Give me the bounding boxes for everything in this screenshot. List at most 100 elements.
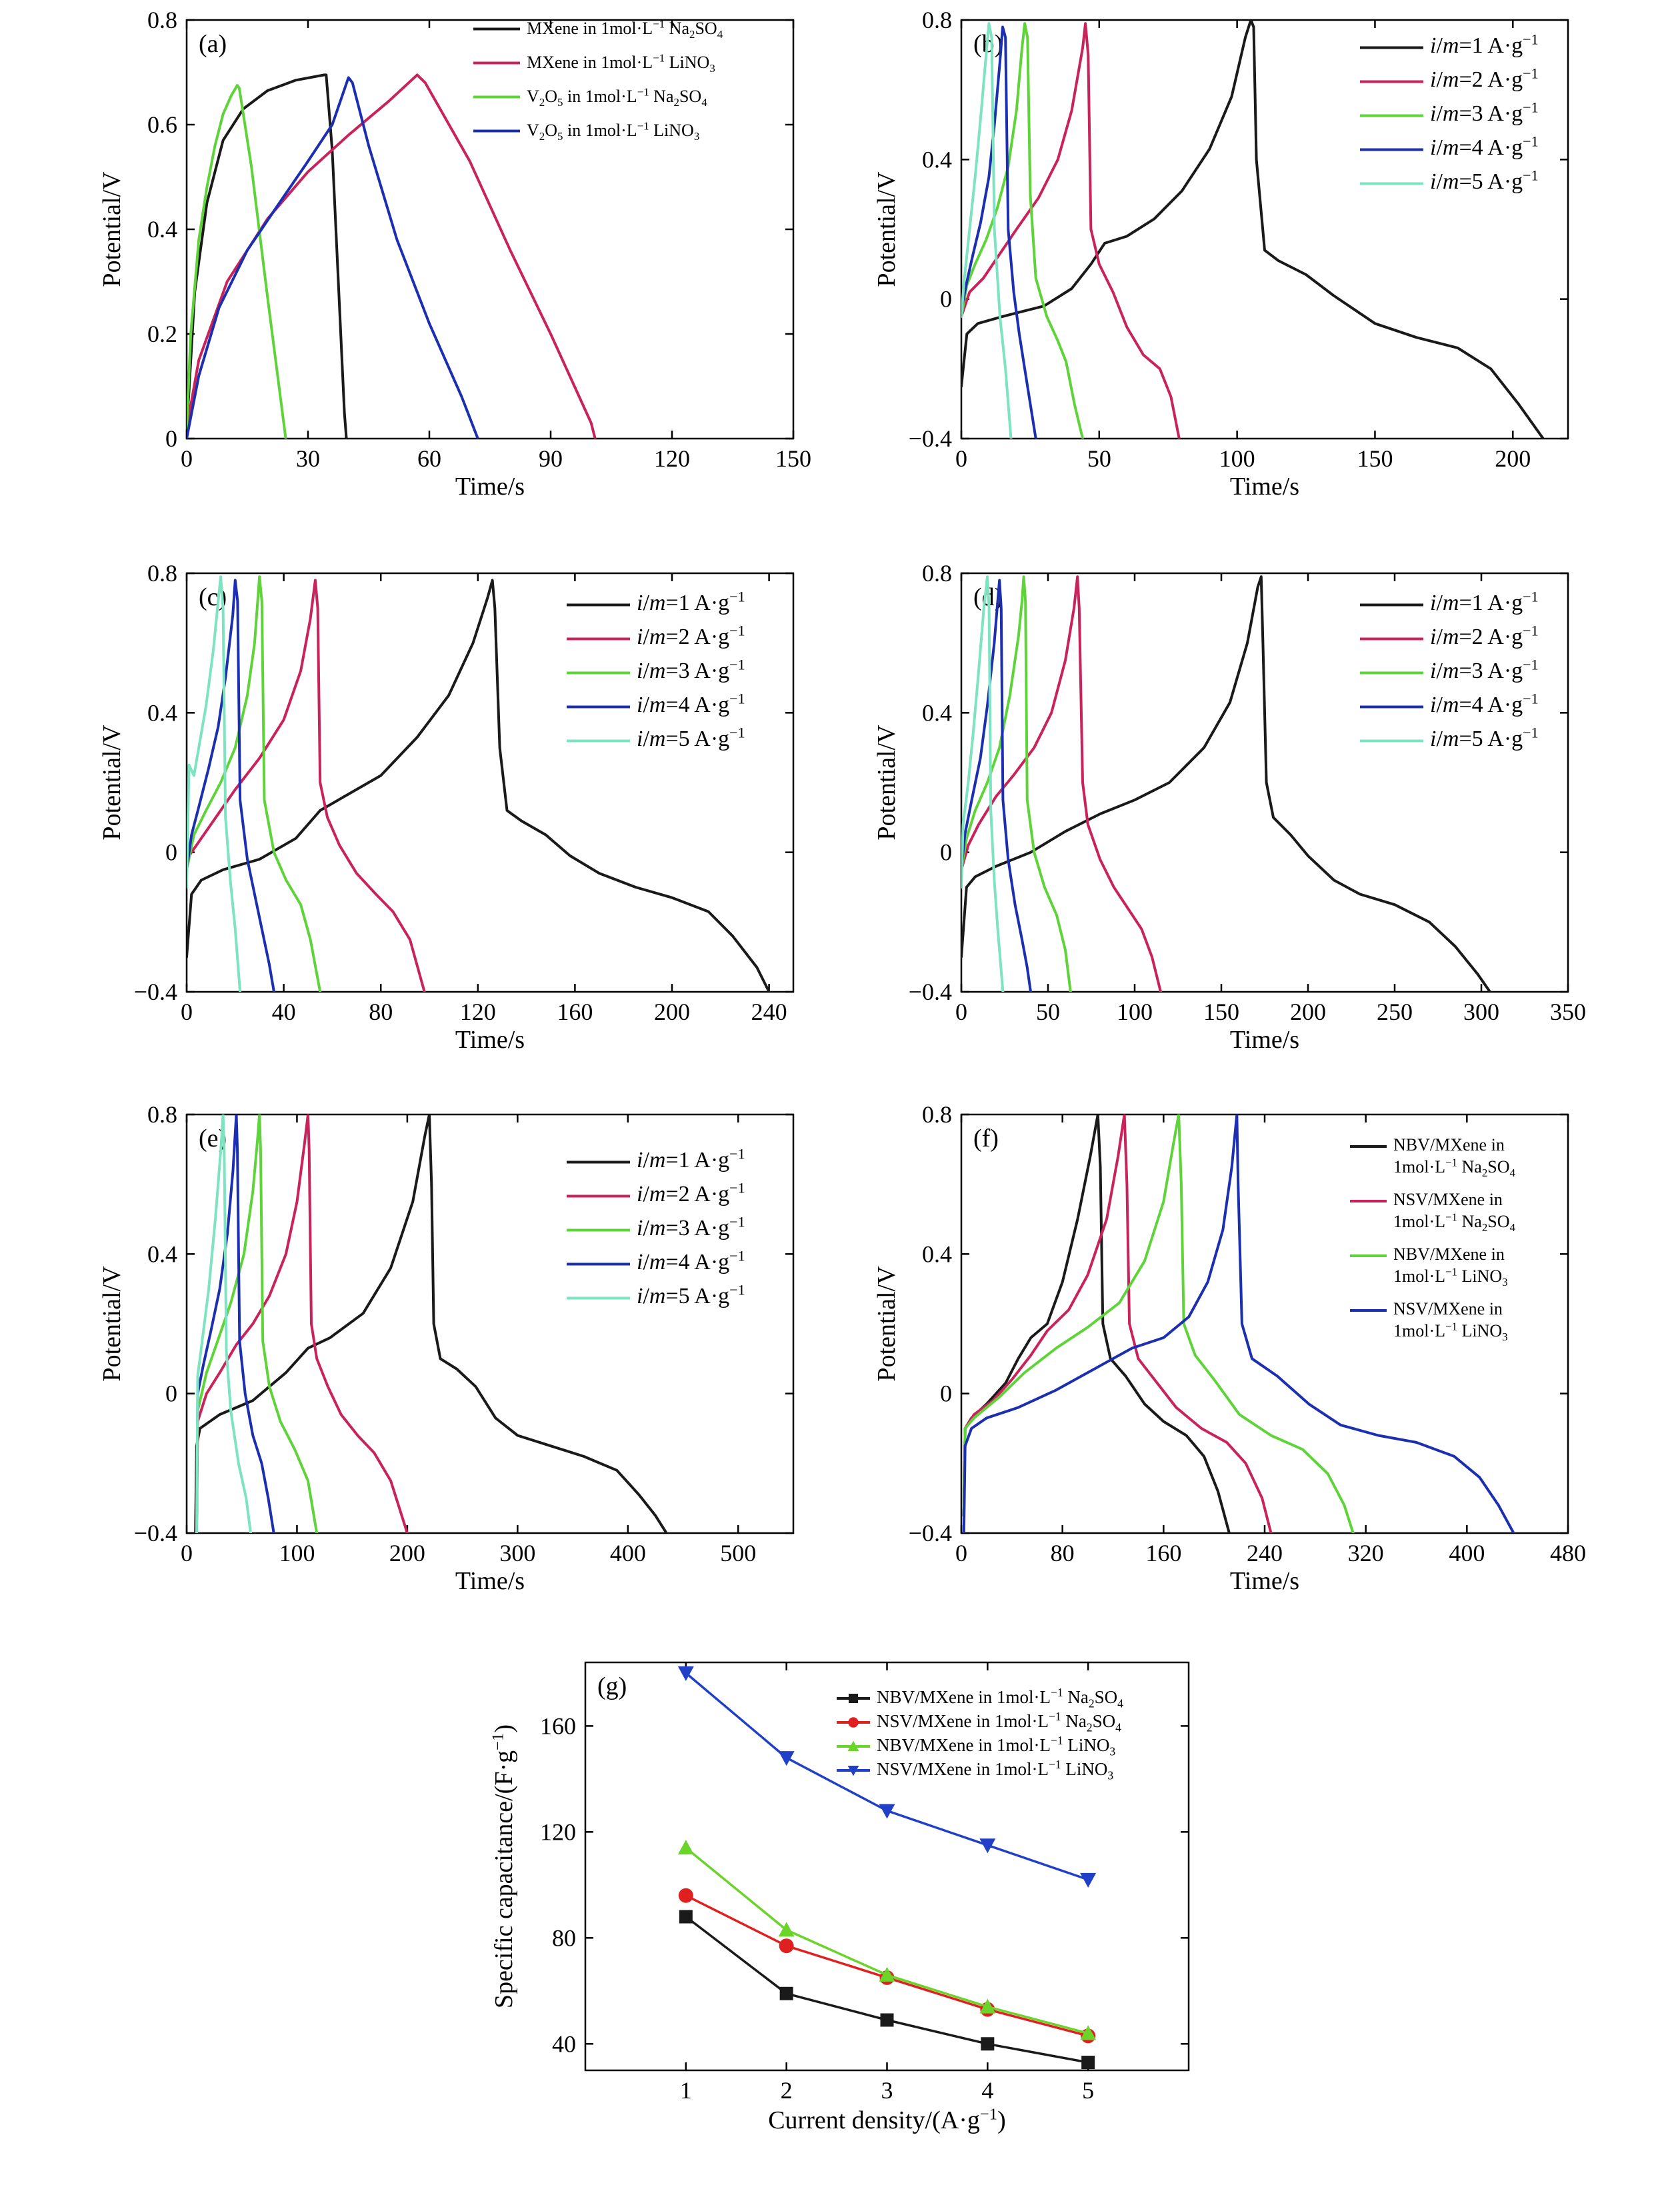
legend-label: i/m=3 A·g−1 bbox=[637, 1215, 745, 1240]
y-axis-label: Potential/V bbox=[98, 725, 126, 841]
legend-label: i/m=3 A·g−1 bbox=[1430, 101, 1539, 126]
chart-panel-g: 1 2 3 4 5 40 80 120 160 Current density/(A·g−1) Sp… bbox=[490, 1661, 1190, 2134]
series-line-1 bbox=[187, 73, 348, 439]
legend-label: i/m=2 A·g−1 bbox=[637, 1181, 745, 1206]
x-tick-label: 150 bbox=[1357, 445, 1393, 472]
series-group bbox=[962, 1114, 1515, 1533]
x-tick-label: 500 bbox=[720, 1540, 756, 1566]
legend-label: i/m=1 A·g−1 bbox=[1430, 33, 1539, 58]
x-tick-label: 0 bbox=[181, 445, 193, 472]
series-line-2 bbox=[961, 575, 1162, 992]
x-tick-label: 90 bbox=[539, 445, 563, 472]
x-tick-label: 0 bbox=[181, 1540, 193, 1566]
legend-marker bbox=[847, 1740, 859, 1751]
data-point bbox=[981, 2037, 995, 2051]
y-tick-label: −0.4 bbox=[909, 1520, 952, 1546]
series-line-2 bbox=[961, 22, 1181, 439]
x-tick-label: 250 bbox=[1377, 999, 1413, 1025]
y-axis-label: Potential/V bbox=[873, 171, 901, 287]
panel-label: (a) bbox=[199, 30, 227, 58]
series-line-1 bbox=[685, 1915, 1089, 2064]
y-tick-label: 0.4 bbox=[922, 1240, 952, 1267]
x-axis-label: Time/s bbox=[455, 1567, 525, 1595]
legend-label: MXene in 1mol·L−1 LiNO3 bbox=[527, 52, 715, 74]
x-tick-label: 200 bbox=[654, 999, 690, 1025]
y-tick-label: −0.4 bbox=[909, 979, 952, 1005]
y-tick-label: 0 bbox=[940, 1380, 952, 1407]
y-tick-label: 0 bbox=[940, 286, 952, 313]
series-line-4 bbox=[962, 1114, 1515, 1533]
x-axis-label: Current density/(A·g−1) bbox=[768, 2106, 1006, 2134]
series-group bbox=[961, 20, 1545, 439]
y-tick-label: −0.4 bbox=[134, 1520, 177, 1546]
data-point bbox=[1081, 2056, 1095, 2070]
legend: i/m=1 A·g−1 i/m=2 A·g−1 i/m=3 A·g−1 i/m=4 A… bbox=[567, 1147, 745, 1308]
x-tick-label: 0 bbox=[955, 999, 967, 1025]
x-tick-label: 0 bbox=[955, 1540, 967, 1566]
x-tick-label: 150 bbox=[1203, 999, 1239, 1025]
series-line-3 bbox=[195, 1114, 319, 1533]
y-tick-label: 0.8 bbox=[147, 560, 177, 587]
y-tick-label: 0.8 bbox=[922, 7, 952, 33]
x-tick-label: 0 bbox=[181, 999, 193, 1025]
y-tick-label: 0 bbox=[165, 1380, 177, 1407]
series-line-3 bbox=[962, 1114, 1355, 1533]
data-point bbox=[879, 1966, 895, 1982]
plot-frame bbox=[185, 1113, 795, 1534]
series-line-4 bbox=[961, 25, 1037, 439]
legend-label: NBV/MXene in 1mol·L−1 Na2SO4 bbox=[877, 1687, 1123, 1710]
legend: i/m=1 A·g−1 i/m=2 A·g−1 i/m=3 A·g−1 i/m=4 A… bbox=[567, 590, 745, 751]
legend-label: i/m=5 A·g−1 bbox=[637, 1283, 745, 1308]
x-tick-label: 300 bbox=[1463, 999, 1499, 1025]
series-line-1 bbox=[961, 575, 1491, 992]
legend-label: i/m=1 A·g−1 bbox=[637, 590, 745, 615]
legend-label: i/m=4 A·g−1 bbox=[1430, 135, 1539, 160]
series-line-1 bbox=[187, 579, 771, 992]
x-axis-label: Time/s bbox=[1230, 1026, 1299, 1054]
data-point bbox=[779, 1986, 793, 2000]
data-point bbox=[678, 1888, 693, 1903]
y-tick-label: 0 bbox=[165, 425, 177, 452]
y-tick-label: 120 bbox=[540, 1818, 576, 1845]
series-group bbox=[961, 575, 1491, 992]
x-tick-label: 300 bbox=[499, 1540, 535, 1566]
series-line-3 bbox=[961, 575, 1072, 992]
series-line-5 bbox=[961, 575, 1005, 992]
chart-panel-d: 0 50 100 150 200 250 300 350−0.400.40.8Time/sPo… bbox=[873, 560, 1586, 1054]
series-line-4 bbox=[187, 579, 275, 992]
legend-label: i/m=2 A·g−1 bbox=[1430, 624, 1539, 649]
x-axis-label: Time/s bbox=[1230, 473, 1299, 501]
legend-label: i/m=5 A·g−1 bbox=[1430, 169, 1539, 194]
legend: i/m=1 A·g−1 i/m=2 A·g−1 i/m=3 A·g−1 i/m=4 A… bbox=[1360, 33, 1539, 194]
x-tick-label: 200 bbox=[1290, 999, 1326, 1025]
x-tick-label: 1 bbox=[680, 2077, 692, 2104]
x-tick-label: 400 bbox=[610, 1540, 646, 1566]
data-point bbox=[1080, 2025, 1097, 2040]
x-tick-label: 50 bbox=[1087, 445, 1111, 472]
x-tick-label: 400 bbox=[1449, 1540, 1485, 1566]
series-line-1 bbox=[961, 20, 1545, 439]
panel-label: (f) bbox=[973, 1124, 999, 1152]
x-tick-label: 0 bbox=[955, 445, 967, 472]
legend-label: V2O5 in 1mol·L−1 Na2SO4 bbox=[527, 86, 707, 108]
y-tick-label: 0 bbox=[940, 839, 952, 866]
data-point bbox=[778, 1751, 795, 1766]
series-line-1 bbox=[194, 1114, 668, 1533]
chart-panel-c: 0 40 80 120 160 200 240−0.400.40.8Time/sPotent… bbox=[98, 560, 795, 1054]
y-axis-label: Potential/V bbox=[873, 1266, 901, 1382]
y-tick-label: 0.4 bbox=[147, 1240, 177, 1267]
y-tick-label: 160 bbox=[540, 1712, 576, 1739]
y-axis-label: Potential/V bbox=[98, 171, 126, 287]
y-tick-label: 0.8 bbox=[147, 1101, 177, 1128]
legend-label: i/m=5 A·g−1 bbox=[637, 726, 745, 751]
series-line-1 bbox=[962, 1114, 1231, 1533]
y-tick-label: 40 bbox=[552, 2030, 576, 2057]
series-line-3 bbox=[187, 84, 287, 439]
x-tick-label: 240 bbox=[751, 999, 787, 1025]
